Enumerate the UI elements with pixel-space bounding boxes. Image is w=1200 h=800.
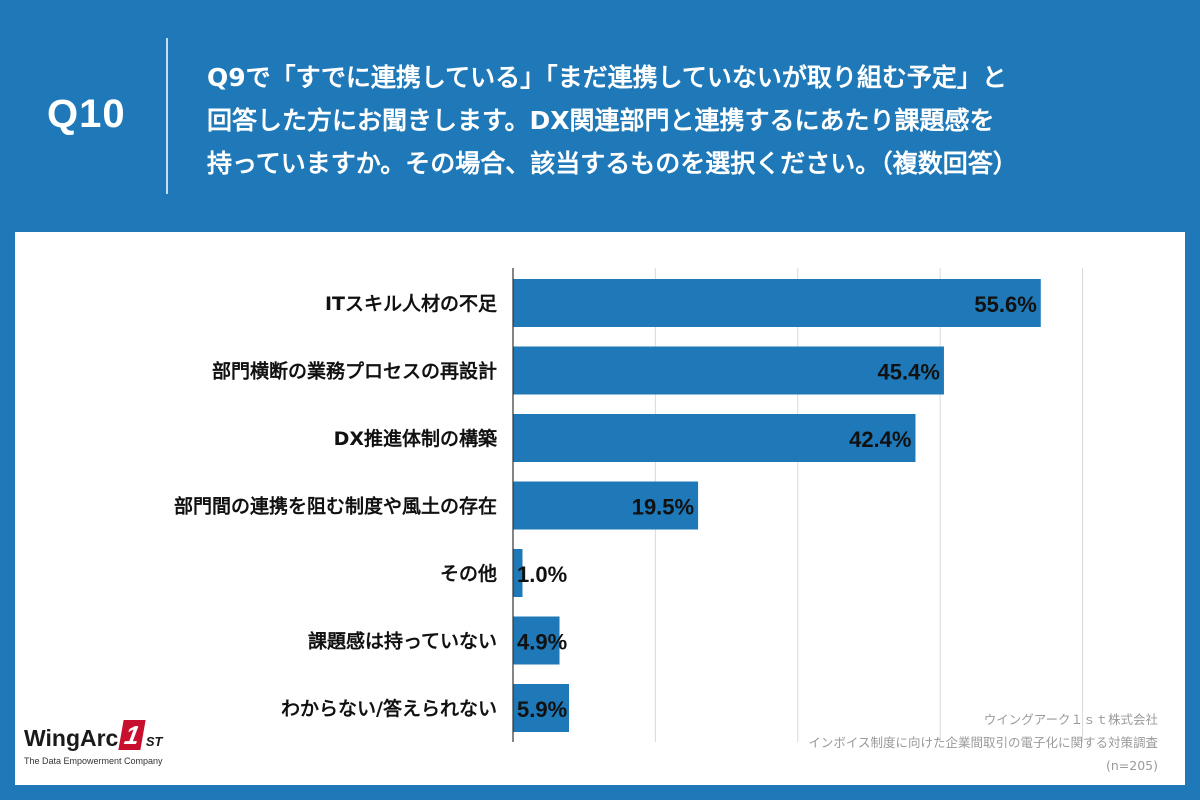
bar-chart: ITスキル人材の不足 55.6% 部門横断の業務プロセスの再設計 45.4% DX推進体… bbox=[174, 268, 1084, 742]
logo-mark: 1 bbox=[118, 720, 147, 750]
category-label: わからない/答えられない bbox=[281, 697, 497, 720]
bar bbox=[513, 346, 944, 395]
category-label: DX推進体制の構築 bbox=[334, 427, 498, 450]
header-divider bbox=[166, 38, 168, 194]
question-line-1: Q9で「すでに連携している」「まだ連携していないが取り組む予定」と bbox=[207, 63, 1007, 92]
question-line-3: 持っていますか。その場合、該当するものを選択ください。（複数回答） bbox=[207, 149, 1018, 178]
source-sample: (n=205) bbox=[1105, 758, 1158, 773]
chart-panel: ITスキル人材の不足 55.6% 部門横断の業務プロセスの再設計 45.4% DX推進体… bbox=[15, 232, 1185, 785]
source-survey: インボイス制度に向けた企業間取引の電子化に関する対策調査 bbox=[808, 735, 1158, 750]
category-label: その他 bbox=[440, 562, 497, 585]
question-line-2: 回答した方にお聞きします。DX関連部門と連携するにあたり課題感を bbox=[207, 106, 995, 135]
question-text: Q9で「すでに連携している」「まだ連携していないが取り組む予定」と 回答した方に… bbox=[207, 56, 1167, 185]
logo-tagline: The Data Empowerment Company bbox=[24, 756, 163, 766]
company-logo: WingArc 1 ST The Data Empowerment Compan… bbox=[24, 720, 163, 766]
logo-suffix: ST bbox=[145, 734, 163, 749]
category-label: 部門横断の業務プロセスの再設計 bbox=[212, 360, 497, 383]
category-label: 課題感は持っていない bbox=[308, 630, 497, 653]
source-note: ウイングアーク１ｓｔ株式会社 インボイス制度に向けた企業間取引の電子化に関する対… bbox=[808, 708, 1158, 777]
value-label: 19.5% bbox=[632, 495, 694, 520]
bar bbox=[513, 279, 1041, 327]
value-label: 4.9% bbox=[517, 630, 567, 655]
bar bbox=[513, 616, 560, 665]
category-label: 部門間の連携を阻む制度や風土の存在 bbox=[174, 495, 497, 518]
value-label: 5.9% bbox=[517, 697, 567, 722]
category-label: ITスキル人材の不足 bbox=[325, 292, 498, 315]
value-label: 55.6% bbox=[974, 292, 1036, 317]
logo-brand: WingArc bbox=[24, 725, 119, 751]
bar bbox=[513, 549, 523, 597]
bar bbox=[513, 684, 570, 732]
bar bbox=[513, 414, 916, 462]
value-label: 42.4% bbox=[849, 427, 911, 452]
question-number: Q10 bbox=[47, 92, 126, 136]
source-company: ウイングアーク１ｓｔ株式会社 bbox=[983, 712, 1158, 727]
value-label: 1.0% bbox=[517, 562, 567, 587]
header: Q10 Q9で「すでに連携している」「まだ連携していないが取り組む予定」と 回答… bbox=[0, 0, 1200, 232]
value-label: 45.4% bbox=[878, 360, 940, 385]
bar bbox=[513, 481, 699, 530]
